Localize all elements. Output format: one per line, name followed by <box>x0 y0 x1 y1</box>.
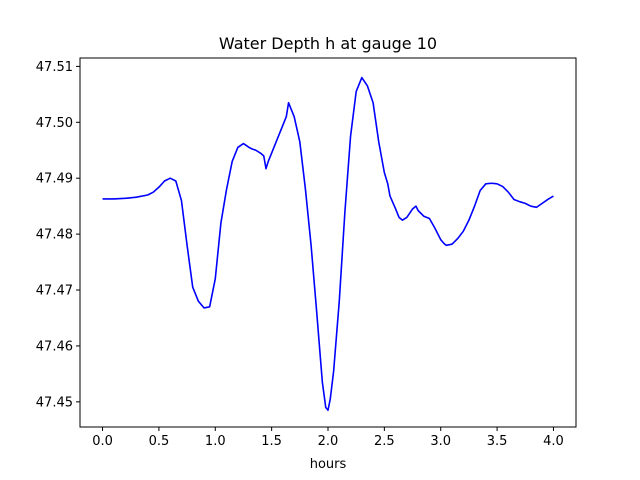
x-tick-label: 1.0 <box>205 434 226 449</box>
x-tick-label: 2.5 <box>374 434 395 449</box>
plot-area <box>79 57 577 428</box>
x-tick-label: 3.0 <box>430 434 451 449</box>
x-axis-label: hours <box>310 457 347 472</box>
y-tick-label: 47.46 <box>36 339 73 354</box>
x-tick-label: 0.5 <box>149 434 170 449</box>
axes-frame <box>79 57 577 428</box>
x-tick-label: 4.0 <box>543 434 564 449</box>
y-tick-label: 47.50 <box>36 116 73 131</box>
x-tick-label: 2.0 <box>318 434 339 449</box>
y-tick-label: 47.48 <box>36 228 73 243</box>
series-line <box>102 76 554 412</box>
y-tick-label: 47.51 <box>36 60 73 75</box>
y-tick-label: 47.49 <box>36 172 73 187</box>
y-tick-label: 47.45 <box>36 395 73 410</box>
x-tick-label: 1.5 <box>261 434 282 449</box>
x-tick-label: 3.5 <box>487 434 508 449</box>
x-axis: 0.0 0.5 1.0 1.5 2.0 2.5 3.0 3.5 4.0 <box>92 427 564 449</box>
chart-title: Water Depth h at gauge 10 <box>219 34 437 53</box>
series-layer <box>102 76 554 412</box>
x-tick-label: 0.0 <box>92 434 113 449</box>
y-tick-label: 47.47 <box>36 284 73 299</box>
y-axis: 47.45 47.46 47.47 47.48 47.49 47.50 47.51 <box>36 60 80 410</box>
